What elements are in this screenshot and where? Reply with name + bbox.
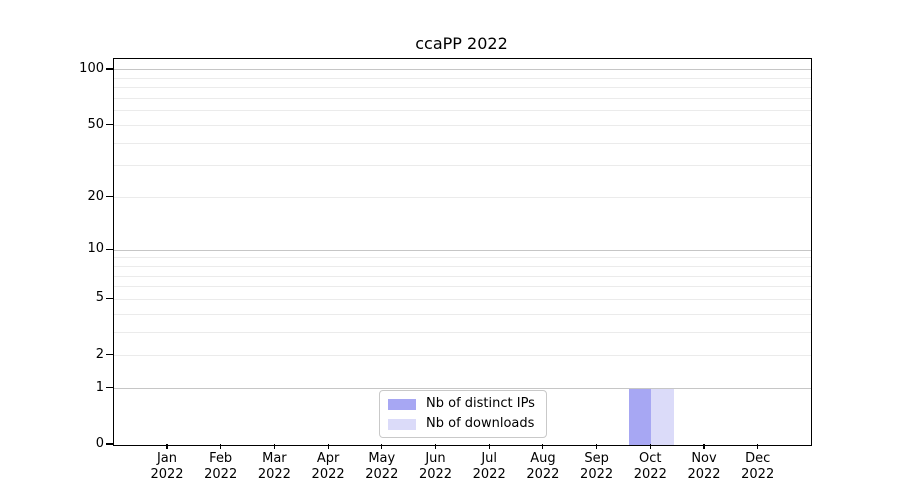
gridline [114,197,811,199]
x-tick-label: Oct 2022 [633,451,667,482]
x-tick-mark [757,444,759,449]
gridline [114,275,811,277]
x-tick-label: Jul 2022 [472,451,506,482]
y-tick-label: 50 [87,116,104,132]
y-tick-mark [106,123,113,126]
gridline [114,98,811,100]
x-tick-label: Sep 2022 [580,451,614,482]
x-tick-label: Dec 2022 [741,451,775,482]
gridline [114,298,811,300]
gridline [114,286,811,288]
legend-label-distinct-ips: Nb of distinct IPs [426,396,535,411]
gridline [114,331,811,333]
y-tick-mark [106,443,113,445]
x-tick-label: Mar 2022 [257,451,291,482]
x-tick-mark [166,444,168,449]
x-tick-mark [649,444,651,449]
y-tick-label: 5 [95,290,104,306]
y-tick-label: 0 [95,436,104,451]
x-tick-mark [488,444,490,449]
y-tick-mark [106,248,113,250]
legend: Nb of distinct IPs Nb of downloads [379,390,547,438]
y-tick-label: 20 [87,188,104,204]
legend-swatch-distinct-ips-icon [388,398,416,410]
y-tick-label: 100 [79,60,104,76]
legend-swatch-downloads-icon [388,418,416,430]
legend-item-distinct-ips: Nb of distinct IPs [388,395,538,413]
gridline [114,388,811,390]
gridline [114,110,811,112]
y-tick-label: 2 [95,346,104,362]
legend-label-downloads: Nb of downloads [426,416,535,431]
gridline [114,125,811,126]
x-tick-label: May 2022 [365,451,399,482]
x-tick-mark [542,444,544,449]
x-tick-label: Feb 2022 [204,451,238,482]
y-tick-mark [106,196,113,198]
plot-area: Nb of distinct IPs Nb of downloads [113,58,812,446]
x-tick-mark [703,444,705,449]
y-tick-mark [106,387,113,389]
gridline [114,249,811,251]
x-tick-mark [381,444,383,449]
gridline [114,265,811,267]
x-tick-label: Aug 2022 [526,451,560,482]
gridline [114,87,811,89]
x-tick-mark [273,444,275,449]
bar-distinct-ips [628,388,652,445]
gridline [114,77,811,79]
gridline [114,69,811,71]
x-tick-label: Jun 2022 [418,451,453,482]
chart-title: ccaPP 2022 [415,34,508,53]
gridline [114,165,811,167]
y-tick-mark [106,354,113,356]
bar-downloads [651,388,674,445]
x-tick-mark [434,444,437,449]
y-tick-mark [106,297,113,299]
x-tick-mark [596,444,598,449]
x-tick-label: Jan 2022 [150,451,184,482]
gridline [114,257,811,259]
gridline [114,142,811,144]
y-tick-label: 10 [87,241,104,257]
x-tick-label: Nov 2022 [687,451,721,482]
gridline [114,355,811,357]
legend-item-downloads: Nb of downloads [388,415,538,433]
x-tick-mark [327,444,329,449]
y-tick-mark [106,68,113,70]
gridline [114,313,811,315]
x-tick-mark [220,444,222,449]
x-tick-label: Apr 2022 [311,451,345,482]
y-tick-label: 1 [95,379,104,395]
